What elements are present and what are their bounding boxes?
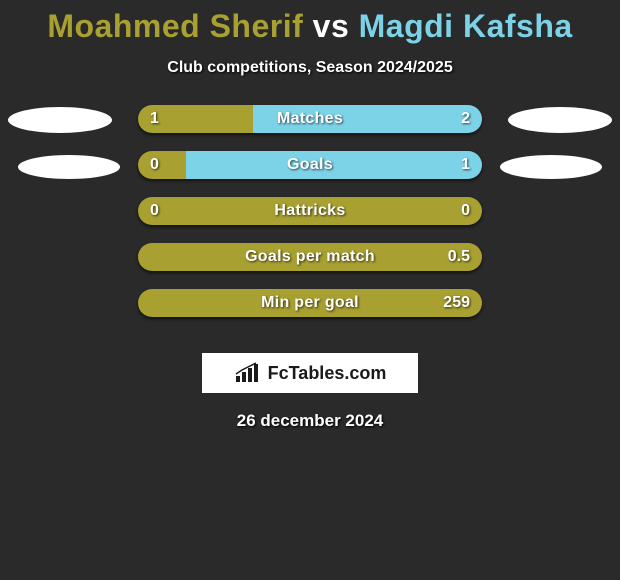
comparison-row: Min per goal259 xyxy=(0,289,620,335)
stat-value-right: 2 xyxy=(461,105,470,133)
comparison-row: Hattricks0 0 xyxy=(0,197,620,243)
stat-bar: Hattricks0 0 xyxy=(138,197,482,225)
date-text: 26 december 2024 xyxy=(0,411,620,431)
comparison-row: Goals per match0.5 xyxy=(0,243,620,289)
stat-label: Min per goal xyxy=(138,289,482,317)
stat-value-left: 0 xyxy=(150,151,159,179)
stat-bar: Goals0 1 xyxy=(138,151,482,179)
title-vs: vs xyxy=(313,8,350,44)
stat-label: Matches xyxy=(138,105,482,133)
player2-badge xyxy=(500,155,602,179)
stat-bar: Matches1 2 xyxy=(138,105,482,133)
logo-text: FcTables.com xyxy=(268,363,387,384)
stat-value-left: 1 xyxy=(150,105,159,133)
stat-label: Goals xyxy=(138,151,482,179)
stat-value-right: 1 xyxy=(461,151,470,179)
comparison-row: Goals0 1 xyxy=(0,151,620,197)
page-title: Moahmed Sherif vs Magdi Kafsha xyxy=(0,0,620,45)
title-player2: Magdi Kafsha xyxy=(359,8,573,44)
comparison-row: Matches1 2 xyxy=(0,105,620,151)
stat-label: Hattricks xyxy=(138,197,482,225)
stat-label: Goals per match xyxy=(138,243,482,271)
stat-value-left: 0 xyxy=(150,197,159,225)
player1-badge xyxy=(18,155,120,179)
player2-badge xyxy=(508,107,612,133)
stat-bar: Min per goal259 xyxy=(138,289,482,317)
player1-badge xyxy=(8,107,112,133)
stat-value-right: 0 xyxy=(461,197,470,225)
stat-value-right: 259 xyxy=(443,289,470,317)
stat-value-right: 0.5 xyxy=(448,243,470,271)
title-player1: Moahmed Sherif xyxy=(47,8,303,44)
stat-bar: Goals per match0.5 xyxy=(138,243,482,271)
comparison-rows: Matches12Goals01Hattricks00Goals per mat… xyxy=(0,105,620,335)
subtitle: Club competitions, Season 2024/2025 xyxy=(0,59,620,77)
bar-chart-icon xyxy=(234,362,262,384)
logo-box: FcTables.com xyxy=(202,353,418,393)
